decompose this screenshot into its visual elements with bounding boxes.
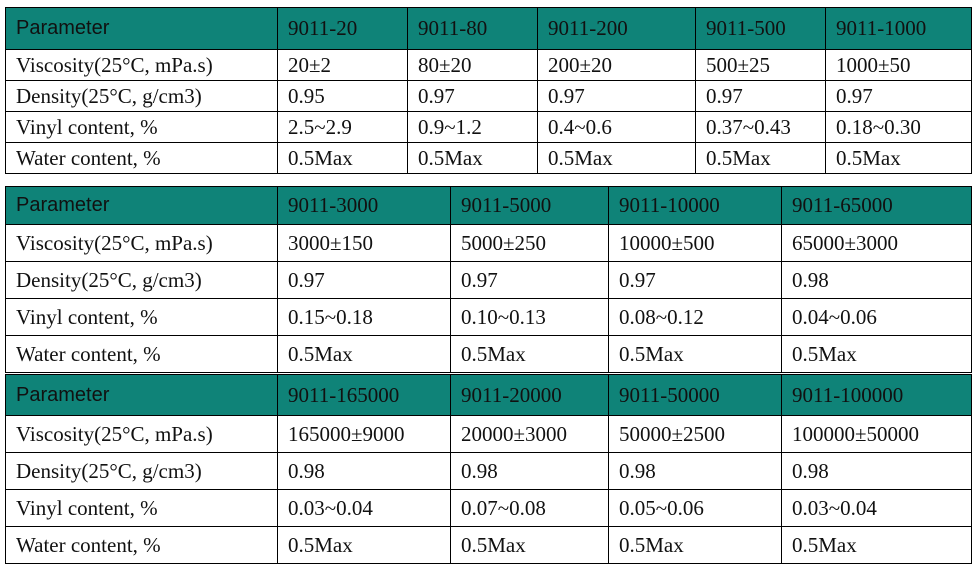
table-cell: 0.37~0.43	[695, 111, 826, 143]
table-cell: 0.97	[277, 261, 451, 299]
row-label: Vinyl content, %	[5, 298, 278, 336]
row-label: Water content, %	[5, 142, 278, 174]
table-row: Viscosity(25°C, mPa.s) 20±2 80±20 200±20…	[5, 49, 972, 81]
table-cell: 0.5Max	[537, 142, 696, 174]
table-cell: 1000±50	[825, 49, 972, 81]
table-cell: 0.97	[608, 261, 782, 299]
table-cell: 500±25	[695, 49, 826, 81]
header-cell: Parameter	[5, 7, 278, 50]
table-header-row: Parameter 9011-20 9011-80 9011-200 9011-…	[5, 7, 972, 50]
table-cell: 0.4~0.6	[537, 111, 696, 143]
table-cell: 0.5Max	[608, 335, 782, 373]
table-row: Vinyl content, % 2.5~2.9 0.9~1.2 0.4~0.6…	[5, 111, 972, 143]
table-cell: 0.9~1.2	[407, 111, 538, 143]
table-cell: 0.98	[608, 452, 782, 490]
table-cell: 0.98	[781, 452, 972, 490]
table-cell: 0.5Max	[450, 335, 609, 373]
header-cell: 9011-65000	[781, 186, 972, 225]
header-cell: 9011-200	[537, 7, 696, 50]
header-cell: Parameter	[5, 374, 278, 416]
table-row: Density(25°C, g/cm3) 0.97 0.97 0.97 0.98	[5, 261, 972, 299]
row-label: Vinyl content, %	[5, 111, 278, 143]
row-label: Vinyl content, %	[5, 489, 278, 527]
table-cell: 20000±3000	[450, 415, 609, 453]
table-cell: 165000±9000	[277, 415, 451, 453]
table-cell: 0.18~0.30	[825, 111, 972, 143]
table-cell: 20±2	[277, 49, 408, 81]
table-cell: 0.03~0.04	[277, 489, 451, 527]
table-cell: 0.5Max	[277, 526, 451, 564]
row-label: Water content, %	[5, 526, 278, 564]
table-header-row: Parameter 9011-3000 9011-5000 9011-10000…	[5, 186, 972, 225]
table-row: Water content, % 0.5Max 0.5Max 0.5Max 0.…	[5, 335, 972, 373]
header-cell: 9011-100000	[781, 374, 972, 416]
header-cell: 9011-165000	[277, 374, 451, 416]
table-cell: 5000±250	[450, 224, 609, 262]
table-cell: 0.04~0.06	[781, 298, 972, 336]
row-label: Density(25°C, g/cm3)	[5, 452, 278, 490]
table-row: Density(25°C, g/cm3) 0.95 0.97 0.97 0.97…	[5, 80, 972, 112]
table-row: Viscosity(25°C, mPa.s) 165000±9000 20000…	[5, 415, 972, 453]
header-cell: 9011-20	[277, 7, 408, 50]
header-cell: Parameter	[5, 186, 278, 225]
table-cell: 0.95	[277, 80, 408, 112]
header-cell: 9011-3000	[277, 186, 451, 225]
table-cell: 0.97	[450, 261, 609, 299]
row-label: Density(25°C, g/cm3)	[5, 80, 278, 112]
table-row: Density(25°C, g/cm3) 0.98 0.98 0.98 0.98	[5, 452, 972, 490]
row-label: Viscosity(25°C, mPa.s)	[5, 415, 278, 453]
table-cell: 0.5Max	[277, 335, 451, 373]
table-cell: 0.5Max	[781, 335, 972, 373]
table-row: Vinyl content, % 0.15~0.18 0.10~0.13 0.0…	[5, 298, 972, 336]
table-cell: 0.98	[781, 261, 972, 299]
table-cell: 0.97	[537, 80, 696, 112]
table-row: Water content, % 0.5Max 0.5Max 0.5Max 0.…	[5, 526, 972, 564]
table-cell: 80±20	[407, 49, 538, 81]
table-header-row: Parameter 9011-165000 9011-20000 9011-50…	[5, 374, 972, 416]
table-cell: 0.98	[450, 452, 609, 490]
table-cell: 0.5Max	[608, 526, 782, 564]
table-cell: 100000±50000	[781, 415, 972, 453]
row-label: Viscosity(25°C, mPa.s)	[5, 224, 278, 262]
table-cell: 0.5Max	[695, 142, 826, 174]
header-cell: 9011-10000	[608, 186, 782, 225]
table-cell: 0.5Max	[450, 526, 609, 564]
table-cell: 0.10~0.13	[450, 298, 609, 336]
spec-table-3: Parameter 9011-165000 9011-20000 9011-50…	[5, 374, 972, 564]
table-row: Water content, % 0.5Max 0.5Max 0.5Max 0.…	[5, 142, 972, 174]
table-cell: 0.03~0.04	[781, 489, 972, 527]
table-cell: 10000±500	[608, 224, 782, 262]
header-cell: 9011-5000	[450, 186, 609, 225]
table-cell: 0.97	[695, 80, 826, 112]
row-label: Water content, %	[5, 335, 278, 373]
header-cell: 9011-1000	[825, 7, 972, 50]
spec-table-2: Parameter 9011-3000 9011-5000 9011-10000…	[5, 186, 972, 373]
table-row: Viscosity(25°C, mPa.s) 3000±150 5000±250…	[5, 224, 972, 262]
spec-table-1: Parameter 9011-20 9011-80 9011-200 9011-…	[5, 7, 972, 174]
row-label: Density(25°C, g/cm3)	[5, 261, 278, 299]
header-cell: 9011-80	[407, 7, 538, 50]
table-cell: 65000±3000	[781, 224, 972, 262]
table-cell: 0.15~0.18	[277, 298, 451, 336]
table-cell: 0.98	[277, 452, 451, 490]
row-label: Viscosity(25°C, mPa.s)	[5, 49, 278, 81]
table-row: Vinyl content, % 0.03~0.04 0.07~0.08 0.0…	[5, 489, 972, 527]
table-cell: 0.08~0.12	[608, 298, 782, 336]
header-cell: 9011-20000	[450, 374, 609, 416]
table-cell: 2.5~2.9	[277, 111, 408, 143]
table-cell: 0.97	[407, 80, 538, 112]
table-cell: 0.97	[825, 80, 972, 112]
table-cell: 0.5Max	[277, 142, 408, 174]
table-cell: 0.07~0.08	[450, 489, 609, 527]
table-cell: 200±20	[537, 49, 696, 81]
table-cell: 0.5Max	[825, 142, 972, 174]
table-cell: 0.05~0.06	[608, 489, 782, 527]
table-cell: 3000±150	[277, 224, 451, 262]
table-cell: 50000±2500	[608, 415, 782, 453]
header-cell: 9011-50000	[608, 374, 782, 416]
table-cell: 0.5Max	[781, 526, 972, 564]
header-cell: 9011-500	[695, 7, 826, 50]
table-cell: 0.5Max	[407, 142, 538, 174]
